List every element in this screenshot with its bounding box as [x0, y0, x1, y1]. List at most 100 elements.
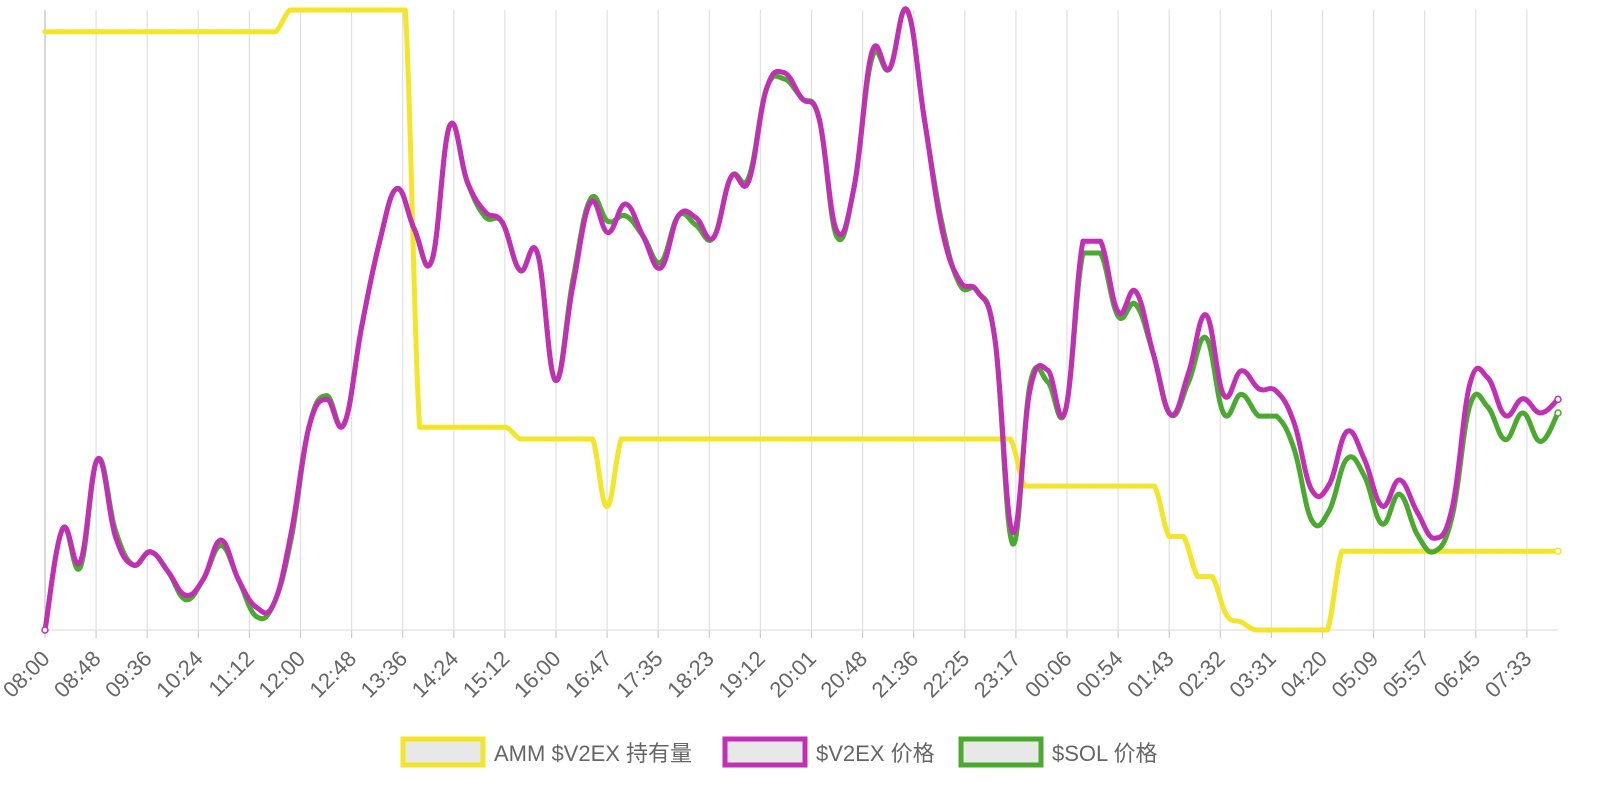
series-line — [42, 6, 1561, 633]
data-point — [1045, 367, 1051, 373]
data-point — [935, 436, 941, 442]
x-tick-label: 15:12 — [458, 646, 515, 703]
data-point — [1203, 335, 1209, 341]
data-point — [863, 436, 869, 442]
end-point — [1554, 395, 1562, 404]
data-point — [575, 436, 581, 442]
data-point — [1010, 529, 1016, 535]
data-point — [1414, 532, 1420, 538]
data-point — [762, 436, 768, 442]
data-point — [56, 29, 62, 35]
data-point — [1502, 412, 1508, 418]
data-point — [993, 436, 999, 442]
data-point — [402, 7, 408, 13]
data-point — [1256, 386, 1262, 392]
data-point — [1449, 504, 1455, 510]
data-point — [1010, 541, 1016, 547]
data-point — [623, 213, 629, 219]
data-point — [359, 7, 365, 13]
data-point — [658, 265, 664, 271]
data-point — [561, 436, 567, 442]
data-point — [489, 424, 495, 430]
data-point — [1065, 483, 1071, 489]
data-point — [1224, 612, 1230, 618]
series-0 — [42, 7, 1562, 633]
legend-item[interactable]: $V2EX 价格 — [722, 736, 935, 768]
data-point — [1238, 619, 1244, 625]
data-point — [746, 178, 752, 184]
data-point — [1274, 388, 1280, 394]
data-point — [1221, 392, 1227, 398]
data-point — [869, 49, 875, 55]
data-point — [411, 226, 417, 232]
data-point — [1094, 483, 1100, 489]
data-point — [1485, 375, 1491, 381]
x-tick-label: 13:36 — [356, 646, 413, 703]
data-point — [647, 436, 653, 442]
x-tick-label: 08:00 — [0, 646, 55, 703]
x-tick-label: 16:00 — [509, 646, 566, 703]
legend-item[interactable]: $SOL 价格 — [958, 736, 1158, 768]
x-tick-label: 23:17 — [969, 646, 1026, 703]
data-point — [323, 396, 329, 402]
data-point — [1497, 548, 1503, 554]
data-point — [1485, 404, 1491, 410]
x-tick-label: 07:33 — [1480, 646, 1537, 703]
data-point — [662, 436, 668, 442]
data-point — [777, 436, 783, 442]
data-point — [676, 436, 682, 442]
data-point — [112, 533, 118, 539]
data-point — [253, 613, 259, 619]
data-point — [1326, 481, 1332, 487]
data-point — [1195, 574, 1201, 580]
data-point — [503, 424, 509, 430]
data-point — [1133, 288, 1139, 294]
data-point — [345, 7, 351, 13]
data-point — [992, 337, 998, 343]
data-point — [950, 436, 956, 442]
x-axis: 08:0008:4809:3610:2411:1212:0012:4813:36… — [0, 629, 1558, 703]
x-tick-label: 06:45 — [1429, 646, 1486, 703]
data-point — [429, 257, 435, 263]
data-point — [301, 7, 307, 13]
data-point — [1432, 548, 1438, 554]
data-point — [388, 7, 394, 13]
data-point — [1256, 413, 1262, 419]
data-point — [820, 436, 826, 442]
data-point — [851, 183, 857, 189]
legend-label: $V2EX 价格 — [816, 741, 935, 766]
x-tick-label: 04:20 — [1275, 646, 1332, 703]
data-point — [417, 424, 423, 430]
legend-item[interactable]: AMM $V2EX 持有量 — [400, 736, 692, 768]
data-point — [1115, 309, 1121, 315]
data-point — [128, 29, 134, 35]
data-point — [165, 569, 171, 575]
data-point — [183, 597, 189, 603]
data-point — [1309, 487, 1315, 493]
data-point — [85, 29, 91, 35]
data-point — [218, 537, 224, 543]
data-point — [306, 424, 312, 430]
series-1 — [42, 6, 1562, 633]
grid-lines — [44, 10, 1528, 630]
data-point — [693, 215, 699, 221]
data-point — [1168, 412, 1174, 418]
data-point — [690, 436, 696, 442]
data-point — [431, 424, 437, 430]
data-point — [705, 436, 711, 442]
data-point — [1267, 627, 1273, 633]
data-point — [711, 235, 717, 241]
data-point — [957, 278, 963, 284]
data-point — [1397, 477, 1403, 483]
data-point — [590, 436, 596, 442]
data-point — [834, 228, 840, 234]
data-point — [236, 577, 242, 583]
x-tick-label: 00:54 — [1071, 646, 1128, 703]
data-point — [244, 29, 250, 35]
data-point — [330, 7, 336, 13]
data-point — [157, 29, 163, 35]
data-point — [1186, 370, 1192, 376]
data-point — [71, 29, 77, 35]
data-point — [1379, 503, 1385, 509]
